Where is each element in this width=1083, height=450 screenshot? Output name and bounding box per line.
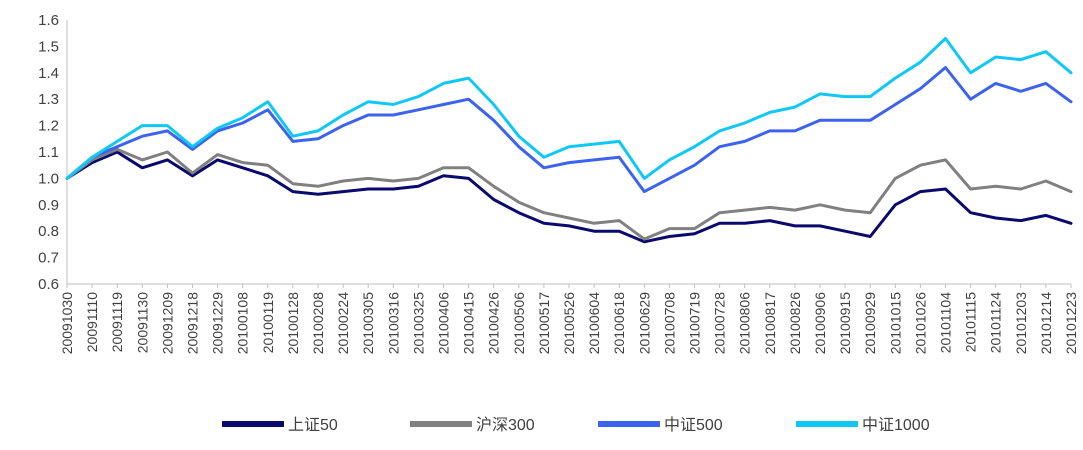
x-tick-label: 20101214 <box>1038 292 1054 355</box>
x-tick-label: 20091229 <box>210 292 226 355</box>
legend-label: 上证50 <box>288 416 338 434</box>
x-tick-label: 20091030 <box>59 292 75 355</box>
series-line-1 <box>65 150 1073 244</box>
legend-label: 沪深300 <box>476 416 535 434</box>
x-tick-label: 20100806 <box>737 292 753 355</box>
y-tick-label: 0.8 <box>38 223 59 240</box>
x-tick-label: 20101115 <box>963 292 979 352</box>
legend-label: 中证1000 <box>862 416 930 434</box>
legend: 上证50 沪深300 中证500 中证1000 <box>222 416 930 434</box>
x-tick-label: 20100224 <box>335 292 351 355</box>
x-tick-label: 20091119 <box>109 292 125 352</box>
x-tick-label: 20100708 <box>661 292 677 355</box>
x-tick-label: 20100128 <box>285 292 301 355</box>
axes: 0.6 0.7 0.8 0.9 1.0 1.1 1.2 1.3 1.4 1.5 1.6 2009103… <box>38 12 1079 354</box>
y-tick-label: 0.6 <box>38 276 59 293</box>
series-line-3 <box>65 66 1073 194</box>
x-tick-label: 20100929 <box>862 292 878 355</box>
series-line-4 <box>65 37 1073 180</box>
x-tick-label: 20100415 <box>461 292 477 355</box>
y-tick-label: 1.0 <box>38 170 59 187</box>
x-tick-label: 20091218 <box>185 292 201 355</box>
x-tick-label: 20100305 <box>360 292 376 355</box>
x-tick-label: 20101124 <box>988 292 1004 353</box>
x-tick-label: 20100506 <box>511 292 527 355</box>
x-tick-label: 20100526 <box>561 292 577 355</box>
x-tick-label: 20100208 <box>310 292 326 355</box>
y-tick-label: 1.4 <box>38 65 59 82</box>
x-tick-label: 20100915 <box>837 292 853 355</box>
x-tick-label: 20100325 <box>410 292 426 355</box>
x-tick-label: 20101026 <box>912 292 928 355</box>
y-tick-label: 0.7 <box>38 250 59 267</box>
x-tick-label: 20091130 <box>134 292 150 353</box>
x-tick-label: 20101203 <box>1013 292 1029 355</box>
x-tick-label: 20100517 <box>536 292 552 355</box>
x-tick-label: 20100728 <box>712 292 728 355</box>
legend-label: 中证500 <box>664 416 723 434</box>
x-tick-label: 20100817 <box>762 292 778 355</box>
x-tick-label: 20100604 <box>586 292 602 355</box>
x-tick-label: 20100618 <box>611 292 627 355</box>
series-layer <box>65 37 1073 244</box>
y-tick-label: 1.3 <box>38 91 59 108</box>
y-tick-label: 1.5 <box>38 38 59 55</box>
x-tick-label: 20091209 <box>159 292 175 355</box>
x-tick-label: 20101104 <box>938 292 954 353</box>
x-tick-label: 20100119 <box>260 292 276 353</box>
x-tick-label: 20091110 <box>84 292 100 352</box>
x-tick-label: 20100719 <box>687 292 703 355</box>
y-tick-label: 0.9 <box>38 197 59 214</box>
x-tick-label: 20100316 <box>385 292 401 355</box>
x-tick-label: 20100406 <box>436 292 452 355</box>
x-tick-label: 20100826 <box>787 292 803 355</box>
y-tick-label: 1.2 <box>38 118 59 135</box>
x-tick-label: 20101223 <box>1063 292 1079 355</box>
x-tick-label: 20100906 <box>812 292 828 355</box>
x-tick-label: 20100426 <box>486 292 502 355</box>
x-tick-label: 20100108 <box>235 292 251 355</box>
x-tick-label: 20100629 <box>636 292 652 355</box>
y-tick-label: 1.1 <box>38 144 59 161</box>
y-tick-label: 1.6 <box>38 12 59 29</box>
x-tick-label: 20101015 <box>887 292 903 355</box>
series-line-2 <box>65 147 1073 241</box>
